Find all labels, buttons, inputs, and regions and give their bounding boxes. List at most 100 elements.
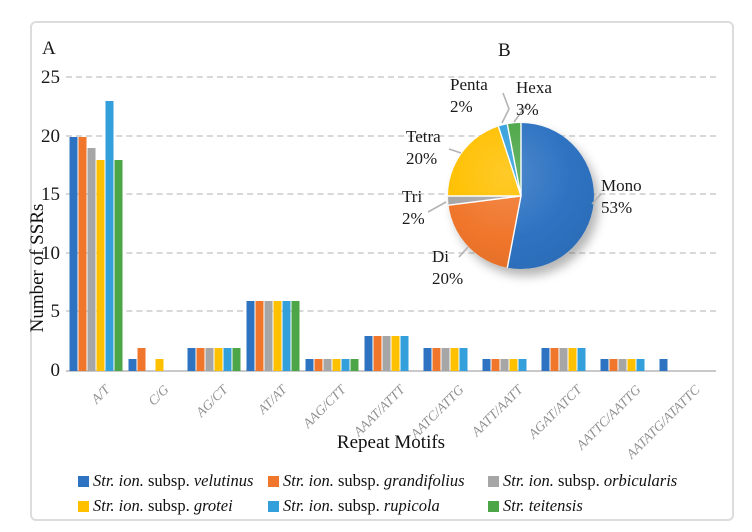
bar-group-C/G: [128, 347, 181, 371]
legend-item-3: Str. ion. subsp. orbicularis: [488, 471, 677, 491]
bar-A/T-lightblue: [105, 101, 114, 371]
bar-AATT/AATT-orange: [491, 359, 500, 371]
legend-text: Str. ion. subsp. rupicola: [283, 496, 440, 515]
bar-AAAT/ATTT-blue: [364, 335, 373, 371]
bar-A/T-gray: [87, 148, 96, 371]
bar-AT/AT-yellow: [273, 300, 282, 371]
bar-group-AATATG/ATATTC: [659, 359, 713, 371]
legend-text: Str. teitensis: [503, 496, 583, 515]
figure-border: [30, 21, 734, 521]
bar-AATC/ATTG-yellow: [450, 347, 459, 371]
bar-AAG/CTT-orange: [314, 359, 323, 371]
x-axis-line: [66, 370, 716, 372]
legend-swatch-gray: [488, 475, 499, 487]
gridline-25: [66, 76, 716, 78]
bar-A/T-orange: [78, 136, 87, 371]
bar-AGAT/ATCT-blue: [541, 347, 550, 371]
bar-group-AT/AT: [246, 300, 300, 371]
bar-AG/CT-blue: [187, 347, 196, 371]
bar-AATC/ATTG-orange: [432, 347, 441, 371]
bar-AT/AT-lightblue: [282, 300, 291, 371]
bar-group-AAG/CTT: [305, 359, 359, 371]
legend-item-1: Str. ion. subsp. velutinus: [78, 471, 253, 491]
bar-group-AAAT/ATTT: [364, 335, 418, 371]
bar-AATTC/AATTG-yellow: [627, 359, 636, 371]
bar-AAAT/ATTT-yellow: [391, 335, 400, 371]
bar-AAG/CTT-green: [350, 359, 359, 371]
bar-AT/AT-green: [291, 300, 300, 371]
bar-C/G-yellow: [155, 359, 164, 371]
bar-AATT/AATT-blue: [482, 359, 491, 371]
bar-AG/CT-yellow: [214, 347, 223, 371]
legend-swatch-yellow: [78, 500, 89, 512]
legend-item-5: Str. ion. subsp. rupicola: [268, 496, 440, 516]
bar-A/T-yellow: [96, 160, 105, 371]
bar-AAG/CTT-gray: [323, 359, 332, 371]
pie-label-penta: Penta 2%: [450, 75, 488, 116]
y-axis-title: Number of SSRs: [27, 203, 48, 333]
bar-AATTC/AATTG-gray: [618, 359, 627, 371]
legend-swatch-orange: [268, 475, 279, 487]
bar-AG/CT-orange: [196, 347, 205, 371]
bar-AATC/ATTG-blue: [423, 347, 432, 371]
bar-AT/AT-gray: [264, 300, 273, 371]
gridline-5: [66, 310, 716, 313]
bar-AAG/CTT-lightblue: [341, 359, 350, 371]
bar-AGAT/ATCT-orange: [550, 347, 559, 371]
bar-AATTC/AATTG-orange: [609, 359, 618, 371]
bar-AT/AT-orange: [255, 300, 264, 371]
bar-AGAT/ATCT-yellow: [568, 347, 577, 371]
gridline-15: [66, 193, 716, 196]
bar-AATC/ATTG-lightblue: [459, 347, 468, 371]
y-tick-label-15: 15: [41, 184, 60, 206]
legend-text: Str. ion. subsp. grandifolius: [283, 471, 465, 490]
bar-group-AATTC/AATTG: [600, 359, 654, 371]
y-tick-label-20: 20: [41, 125, 60, 147]
bar-AGAT/ATCT-gray: [559, 347, 568, 371]
legend-text: Str. ion. subsp. grotei: [93, 496, 233, 515]
bar-AATC/ATTG-gray: [441, 347, 450, 371]
pie-label-hexa: Hexa 3%: [516, 78, 552, 119]
bar-AAAT/ATTT-gray: [382, 335, 391, 371]
pie-label-tri: Tri 2%: [402, 187, 425, 228]
bar-AG/CT-green: [232, 347, 241, 371]
bar-group-AG/CT: [187, 347, 241, 371]
legend-swatch-lightblue: [268, 500, 279, 512]
bar-AT/AT-blue: [246, 300, 255, 371]
gridline-10: [66, 251, 716, 254]
bar-AATTC/AATTG-blue: [600, 359, 609, 371]
bar-plot-area: 0 5 10 15 20 25: [41, 68, 716, 381]
bar-AGAT/ATCT-lightblue: [577, 347, 586, 371]
legend-text: Str. ion. subsp. orbicularis: [503, 471, 678, 490]
legend-text: Str. ion. subsp. velutinus: [93, 471, 254, 490]
y-tick-label-5: 5: [50, 301, 61, 323]
bar-AG/CT-gray: [205, 347, 214, 371]
y-tick-label-0: 0: [50, 360, 61, 381]
bar-C/G-orange: [137, 347, 146, 371]
pie-label-tetra: Tetra 20%: [406, 127, 441, 168]
bar-group-A/T: [69, 101, 123, 371]
bar-AAAT/ATTT-lightblue: [400, 335, 409, 371]
bar-AAG/CTT-yellow: [332, 359, 341, 371]
y-tick-label-25: 25: [41, 67, 60, 88]
bar-AATT/AATT-lightblue: [518, 359, 527, 371]
x-axis-title: Repeat Motifs: [336, 432, 446, 453]
legend-swatch-blue: [78, 475, 89, 487]
bar-AATT/AATT-gray: [500, 359, 509, 371]
pie-label-mono: Mono 53%: [601, 176, 642, 217]
legend-item-2: Str. ion. subsp. grandifolius: [268, 471, 465, 491]
pie-shading: [448, 123, 594, 269]
bar-AAG/CTT-blue: [305, 359, 314, 371]
bar-AG/CT-lightblue: [223, 347, 232, 371]
legend-item-6: Str. teitensis: [488, 496, 583, 516]
bar-group-AATT/AATT: [482, 359, 536, 371]
bar-AATTC/AATTG-lightblue: [636, 359, 645, 371]
legend-item-4: Str. ion. subsp. grotei: [78, 496, 233, 516]
y-tick-label-10: 10: [41, 242, 60, 264]
gridline-20: [66, 134, 716, 137]
bar-AATATG/ATATTC-blue: [659, 359, 668, 371]
bar-A/T-green: [114, 160, 123, 371]
bar-C/G-blue: [128, 359, 137, 371]
bar-AATT/AATT-yellow: [509, 359, 518, 371]
